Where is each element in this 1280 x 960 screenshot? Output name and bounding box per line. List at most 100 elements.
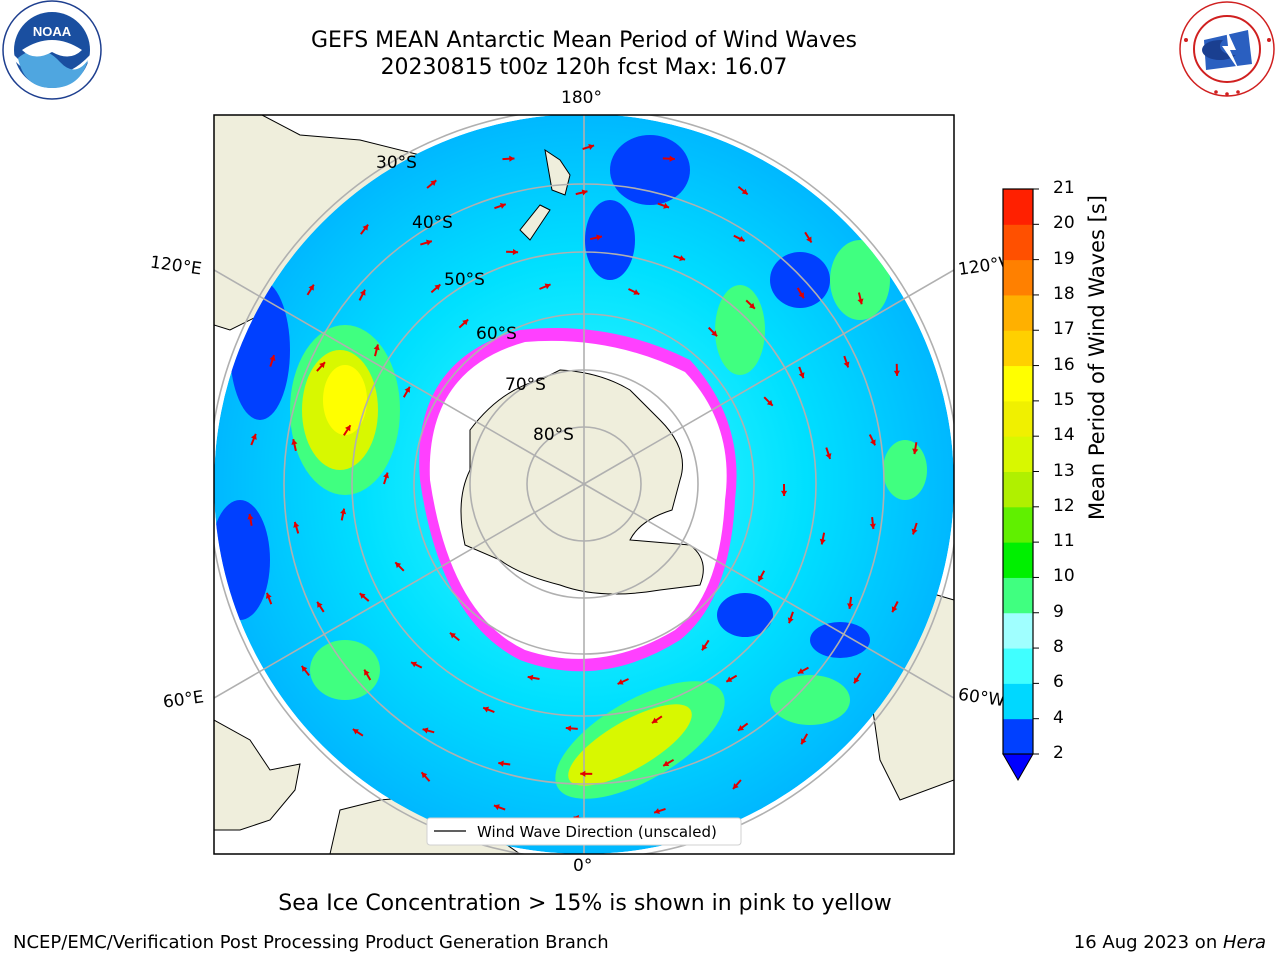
wind-arrow-head	[580, 770, 586, 777]
wind-arrow-head	[449, 632, 456, 639]
wind-arrow-head	[780, 490, 788, 496]
colorbar-segment	[1003, 224, 1033, 261]
colorbar-tick-label: 21	[1053, 178, 1075, 198]
chart-subtitle: 20230815 t00z 120h fcst Max: 16.07	[380, 55, 788, 80]
colorbar-tick-label: 10	[1053, 566, 1075, 587]
wind-arrow-head	[679, 255, 686, 262]
wind-arrow-head	[247, 513, 254, 520]
wind-arrow-head	[787, 617, 794, 624]
wind-arrow-head	[512, 248, 519, 256]
colorbar-tick-label: 4	[1053, 707, 1064, 728]
colorbar-segment	[1003, 259, 1033, 296]
wind-arrow-head	[430, 180, 437, 186]
footer-machine: Hera	[1222, 932, 1266, 953]
colorbar-tick-label: 20	[1053, 213, 1075, 234]
wind-arrow-head	[806, 236, 812, 243]
wind-arrow-head	[596, 234, 602, 241]
wind-arrow-head	[801, 738, 807, 745]
wind-arrow-head	[308, 284, 314, 291]
wind-arrow-head	[617, 679, 624, 685]
wind-arrow-head	[544, 283, 551, 290]
colorbar-tick-label: 13	[1053, 460, 1075, 481]
colorbar-segment	[1003, 506, 1033, 543]
footer-branch: NCEP/EMC/Verification Post Processing Pr…	[13, 932, 609, 953]
wind-arrow-head	[383, 472, 389, 479]
lon-label-top: 180°	[561, 88, 602, 108]
wind-arrow-head	[857, 298, 864, 305]
wind-arrow-head	[352, 729, 359, 735]
wind-arrow-head	[426, 239, 432, 246]
wind-arrow-head	[663, 760, 670, 766]
wind-arrow-head	[797, 668, 804, 674]
wind-arrow-head	[758, 575, 764, 582]
colorbar-under-triangle	[1002, 753, 1034, 782]
wind-arrow-head	[364, 669, 370, 676]
colorbar-segment	[1003, 400, 1033, 437]
wind-arrow-head	[317, 601, 323, 608]
wind-arrow-head	[581, 189, 588, 196]
wind-arrow-head	[359, 289, 366, 296]
wind-arrow-head	[847, 603, 854, 609]
wind-arrow-head	[912, 448, 919, 455]
colorbar-label: Mean Period of Wind Waves [s]	[1085, 195, 1109, 520]
wind-arrow-head	[462, 319, 469, 326]
colorbar-segment	[1003, 718, 1033, 755]
wind-arrow-head	[434, 284, 441, 291]
wind-arrow-head	[265, 592, 272, 599]
wind-arrow-head	[798, 292, 804, 299]
wind-arrow-head	[340, 508, 347, 515]
lon-label-bottom: 0°	[573, 856, 593, 876]
lat-label-60s: 60°S	[476, 324, 517, 344]
wind-arrow-head	[651, 717, 658, 724]
wind-arrow-head	[749, 302, 755, 309]
colorbar-segment	[1003, 648, 1033, 684]
lat-label-40s: 40°S	[412, 213, 453, 233]
colorbar-segment	[1003, 471, 1033, 508]
lat-label-80s: 80°S	[533, 425, 574, 445]
wind-arrow-head	[509, 155, 515, 162]
colorbar-tick-label: 18	[1053, 283, 1075, 304]
wind-arrow-head	[498, 760, 504, 767]
wind-arrow-head	[373, 344, 380, 351]
colorbar-tick-label: 15	[1053, 389, 1075, 410]
wind-arrow-head	[738, 235, 745, 242]
colorbar-tick-label: 17	[1053, 319, 1075, 340]
wind-arrow-head	[404, 386, 410, 393]
wind-arrow-head	[291, 439, 298, 445]
wind-arrow-head	[588, 144, 595, 150]
colorbar-tick-label: 11	[1053, 531, 1075, 552]
wind-arrow-head	[565, 725, 572, 732]
colorbar-segment	[1003, 436, 1033, 472]
wind-arrow-head	[669, 155, 675, 162]
wind-arrow-head	[654, 808, 660, 815]
colorbar-segment	[1003, 577, 1033, 614]
lat-label-30s: 30°S	[376, 153, 417, 173]
legend-label: Wind Wave Direction (unscaled)	[477, 823, 717, 841]
wind-arrow-head	[301, 665, 308, 672]
wind-arrow-head	[422, 727, 429, 734]
colorbar-tick-label: 12	[1053, 495, 1075, 516]
colorbar-segment	[1003, 189, 1033, 225]
colorbar-segment	[1003, 542, 1033, 578]
noaa-logo-text: NOAA	[33, 24, 72, 39]
wind-arrow-head	[251, 433, 257, 440]
colorbar-segment	[1003, 365, 1033, 402]
wind-arrow-head	[798, 372, 805, 379]
wind-arrow-head	[870, 439, 876, 446]
wind-arrow-head	[732, 783, 739, 789]
wind-arrow-head	[269, 355, 276, 361]
colorbar-segment	[1003, 612, 1033, 649]
wind-arrow-head	[293, 521, 300, 528]
colorbar-tick-label: 14	[1053, 425, 1075, 446]
wind-arrow-head	[421, 772, 428, 779]
colorbar-segment	[1003, 294, 1033, 331]
wind-arrow-head	[854, 677, 860, 684]
map-legend: Wind Wave Direction (unscaled)	[426, 817, 742, 846]
wind-arrow-head	[362, 224, 369, 231]
footer-date: 16 Aug 2023 on Hera	[1074, 932, 1266, 953]
colorbar-tick-label: 9	[1053, 601, 1064, 622]
wind-arrow-head	[726, 676, 733, 682]
wind-arrow-head	[911, 528, 918, 535]
wind-arrow-head	[395, 562, 402, 569]
